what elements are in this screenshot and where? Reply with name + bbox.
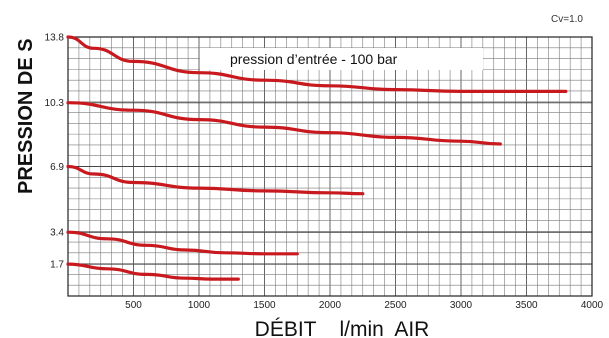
x-tick-label: 3500 xyxy=(515,300,538,311)
x-tick-label: 1500 xyxy=(253,300,276,311)
series-line-5 xyxy=(66,262,240,281)
x-tick-label: 2000 xyxy=(319,300,342,311)
y-axis: 1.7 3.4 6.9 10.3 13.8 xyxy=(45,33,65,271)
annotation: pression d’entrée - 100 bar xyxy=(230,51,398,67)
series-line-2 xyxy=(66,101,502,146)
grid xyxy=(68,36,592,296)
x-axis: 500 1000 1500 2000 2500 3000 3500 4000 xyxy=(125,300,603,311)
series-line-3 xyxy=(66,164,365,196)
annotation-background xyxy=(200,48,483,70)
x-tick-label: 500 xyxy=(125,300,142,311)
series-line-4 xyxy=(66,230,299,256)
y-tick-label: 6.9 xyxy=(50,162,64,173)
x-tick-label: 3000 xyxy=(450,300,473,311)
y-tick-label: 10.3 xyxy=(45,98,65,109)
y-axis-label: PRESSION DE S xyxy=(15,38,37,194)
y-tick-label: 1.7 xyxy=(50,260,64,271)
y-tick-label: 3.4 xyxy=(50,228,64,239)
series-line-1 xyxy=(66,35,568,94)
series-group xyxy=(66,35,568,281)
x-tick-label: 2500 xyxy=(384,300,407,311)
x-tick-label: 1000 xyxy=(188,300,211,311)
x-axis-label: DÉBIT l/min AIR xyxy=(255,318,430,338)
x-tick-label: 4000 xyxy=(581,300,604,311)
y-tick-label: 13.8 xyxy=(45,33,65,44)
cv-label: Cv=1.0 xyxy=(551,14,583,25)
